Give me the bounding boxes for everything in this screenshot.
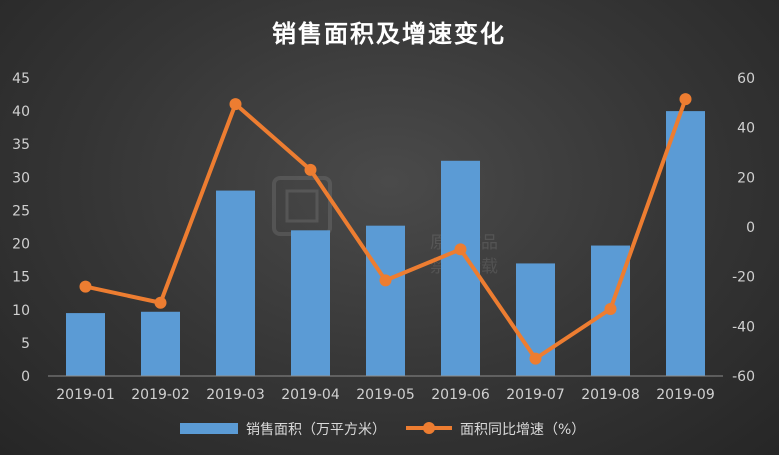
bar (216, 190, 255, 376)
x-axis: 2019-01 2019-02 2019-03 2019-04 2019-05 2019-… (56, 387, 715, 403)
line-point (454, 243, 467, 256)
bar-series (66, 111, 705, 376)
right-axis: -60 -40 -20 0 20 40 60 (732, 71, 755, 385)
line-point (304, 163, 317, 176)
bar (366, 225, 405, 376)
line-point (79, 280, 92, 293)
category-label: 2019-04 (281, 387, 340, 403)
right-tick-label: -20 (732, 270, 755, 286)
category-label: 2019-02 (131, 387, 190, 403)
left-tick-label: 20 (12, 237, 30, 253)
left-tick-label: 45 (12, 71, 30, 87)
left-tick-label: 25 (12, 203, 30, 219)
bar (66, 313, 105, 376)
left-tick-label: 5 (21, 336, 30, 352)
bar (666, 111, 705, 376)
legend-line-marker (423, 422, 435, 434)
legend-bar-swatch (180, 423, 238, 434)
line-point (679, 93, 692, 106)
left-tick-label: 10 (12, 303, 30, 319)
line-point (154, 296, 167, 309)
legend: 销售面积（万平方米） 面积同比增速（%） (180, 422, 585, 438)
watermark-inner-icon (285, 189, 319, 223)
line-point (604, 302, 617, 315)
category-label: 2019-07 (506, 387, 565, 403)
right-tick-label: -60 (732, 369, 755, 385)
legend-line-label: 面积同比增速（%） (460, 422, 585, 438)
line-series (79, 93, 692, 365)
left-tick-label: 0 (21, 369, 30, 385)
category-label: 2019-01 (56, 387, 115, 403)
left-tick-label: 35 (12, 137, 30, 153)
left-tick-label: 40 (12, 104, 30, 120)
line-point (529, 352, 542, 365)
category-label: 2019-05 (356, 387, 415, 403)
line-point (229, 98, 242, 111)
line-point (379, 274, 392, 287)
bar (291, 230, 330, 376)
chart-title: 销售面积及增速变化 (272, 20, 506, 48)
category-label: 2019-06 (431, 387, 490, 403)
category-label: 2019-09 (656, 387, 715, 403)
left-tick-label: 15 (12, 270, 30, 286)
right-tick-label: -40 (732, 319, 755, 335)
bar (141, 311, 180, 376)
left-axis: 0 5 10 15 20 25 30 35 40 45 (12, 71, 30, 385)
right-tick-label: 60 (737, 71, 755, 87)
right-tick-label: 40 (737, 121, 755, 137)
category-label: 2019-03 (206, 387, 265, 403)
left-tick-label: 30 (12, 170, 30, 186)
right-tick-label: 20 (737, 170, 755, 186)
legend-bar-label: 销售面积（万平方米） (246, 422, 386, 438)
right-tick-label: 0 (746, 220, 755, 236)
category-label: 2019-08 (581, 387, 640, 403)
